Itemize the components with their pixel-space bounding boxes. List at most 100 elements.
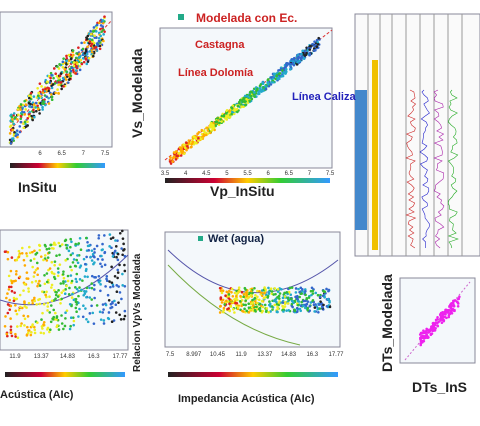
scatter-dot bbox=[225, 112, 228, 115]
scatter-dot bbox=[16, 108, 20, 111]
scatter-dot bbox=[220, 114, 224, 118]
scatter-dot bbox=[37, 96, 41, 100]
scatter-dot bbox=[107, 317, 111, 321]
scatter-dot bbox=[47, 89, 50, 93]
scatter-dot bbox=[97, 39, 101, 43]
scatter-dot bbox=[94, 276, 98, 279]
colorbars bbox=[5, 163, 338, 377]
scatter-dot bbox=[249, 294, 253, 298]
scatter-dot bbox=[42, 302, 46, 306]
scatter-dot bbox=[169, 156, 172, 159]
scatter-dot bbox=[244, 103, 247, 107]
scatter-dot bbox=[117, 301, 120, 304]
scatter-dot bbox=[74, 306, 78, 310]
scatter-dot bbox=[250, 94, 253, 98]
scatter-dot bbox=[14, 272, 18, 276]
scatter-dot bbox=[86, 34, 90, 38]
scatter-dot bbox=[52, 67, 56, 70]
scatter-dot bbox=[88, 312, 92, 315]
scatter-dot bbox=[4, 315, 7, 318]
scatter-dot bbox=[49, 328, 52, 332]
scatter-dot bbox=[228, 109, 231, 113]
scatter-dot bbox=[34, 279, 38, 283]
scatter-dot bbox=[438, 313, 442, 316]
scatter-dot bbox=[57, 271, 60, 274]
scatter-dot bbox=[277, 290, 280, 293]
scatter-dot bbox=[88, 37, 92, 41]
scatter-dot bbox=[33, 331, 37, 335]
scatter-dot bbox=[36, 107, 40, 111]
scatter-dot bbox=[51, 83, 55, 86]
scatter-dot bbox=[110, 265, 113, 269]
scatter-dot bbox=[34, 106, 37, 109]
scatter-dot bbox=[59, 302, 62, 305]
scatter-dot bbox=[69, 253, 73, 257]
scatter-dot bbox=[291, 305, 294, 309]
scatter-dot bbox=[92, 322, 96, 325]
scatter-dot bbox=[99, 283, 102, 286]
scatter-dot bbox=[298, 290, 301, 294]
scatter-dot bbox=[17, 113, 20, 117]
scatter-dot bbox=[105, 279, 109, 283]
scatter-dot bbox=[316, 293, 320, 297]
scatter-dot bbox=[20, 252, 24, 255]
scatter-dot bbox=[308, 48, 312, 51]
scatter-dot bbox=[268, 300, 271, 303]
scatter-dot bbox=[54, 243, 57, 246]
scatter-dot bbox=[119, 318, 123, 321]
scatter-dot bbox=[450, 307, 454, 311]
scatter-dot bbox=[54, 72, 57, 76]
colorbar bbox=[5, 372, 125, 377]
scatter-dot bbox=[314, 291, 318, 295]
scatter-dot bbox=[74, 286, 77, 289]
scatter-dot bbox=[108, 233, 112, 236]
scatter-dot bbox=[278, 297, 281, 300]
scatter-dot bbox=[78, 286, 81, 289]
scatter-dot bbox=[90, 274, 94, 278]
scatter-dot bbox=[314, 49, 317, 52]
scatter-dot bbox=[283, 302, 287, 306]
scatter-dot bbox=[258, 303, 261, 306]
scatter-dot bbox=[36, 94, 40, 98]
scatter-dot bbox=[10, 334, 14, 338]
scatter-dot bbox=[103, 30, 106, 33]
scatter-dot bbox=[298, 59, 301, 63]
scatter-dot bbox=[12, 296, 16, 300]
scatter-dot bbox=[60, 297, 64, 301]
scatter-dot bbox=[264, 84, 267, 88]
scatter-dot bbox=[300, 300, 304, 304]
scatter-dot bbox=[62, 327, 65, 331]
scatter-dot bbox=[9, 328, 13, 332]
scatter-dot bbox=[74, 56, 78, 60]
scatter-dot bbox=[12, 112, 16, 115]
scatter-dot bbox=[328, 305, 332, 309]
scatter-dot bbox=[63, 280, 67, 283]
scatter-dot bbox=[289, 293, 293, 297]
scatter-dot bbox=[93, 296, 96, 300]
scatter-dot bbox=[456, 304, 460, 308]
scatter-dot bbox=[248, 99, 251, 103]
scatter-dot bbox=[59, 72, 63, 75]
scatter-dot bbox=[22, 126, 26, 130]
scatter-dot bbox=[81, 56, 85, 60]
x-tick-label: 5 bbox=[225, 171, 229, 177]
scatter-dot bbox=[33, 299, 36, 303]
scatter-dot bbox=[123, 269, 127, 273]
scatter-dot bbox=[275, 302, 279, 306]
scatter-dot bbox=[38, 112, 41, 115]
x-tick-label: 13.37 bbox=[257, 352, 273, 358]
scatter-dot bbox=[75, 280, 78, 284]
scatter-dot bbox=[81, 279, 84, 282]
scatter-dot bbox=[42, 331, 46, 335]
scatter-dot bbox=[178, 151, 181, 155]
scatter-dot bbox=[25, 271, 29, 274]
log-curve bbox=[433, 89, 445, 249]
scatter-dot bbox=[247, 311, 251, 314]
scatter-dot bbox=[256, 295, 259, 299]
scatter-dot bbox=[85, 295, 88, 299]
scatter-dot bbox=[38, 244, 42, 248]
scatter-dot bbox=[41, 311, 44, 315]
scatter-dot bbox=[104, 303, 108, 307]
scatter-dot bbox=[296, 303, 300, 307]
scatter-dot bbox=[90, 282, 94, 285]
